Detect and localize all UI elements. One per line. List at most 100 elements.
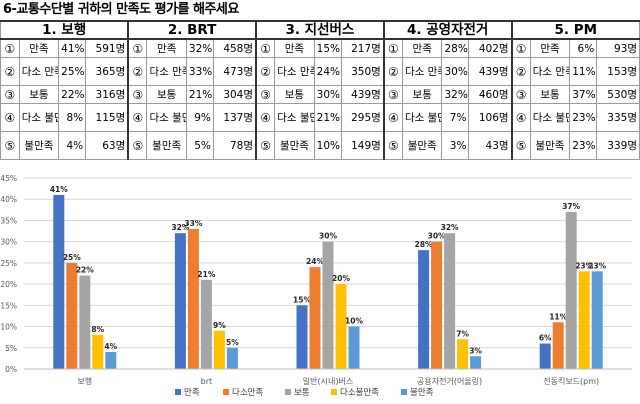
count-cell: 458명 [212,38,257,58]
data-label: 30% [428,232,446,241]
row-number: ① [0,38,20,58]
y-tick-label: 10% [0,323,17,332]
legend-label: 불만족 [410,387,434,398]
data-label: 7% [456,329,469,338]
bar [187,228,199,369]
percent-cell: 23% [569,103,598,132]
row-number: ④ [510,103,531,132]
rating-label: 만족 [146,38,187,58]
percent-cell: 28% [441,38,470,58]
bar [335,284,347,369]
row-number: ② [510,57,531,86]
table-header-row: 1. 보행 2. BRT 3. 지선버스 4. 공영자전거 5. PM [0,20,640,40]
y-tick-label: 20% [0,280,17,289]
count-cell: 217명 [340,38,385,58]
data-label: 21% [197,270,215,279]
row-number: ④ [255,103,276,132]
count-cell: 439명 [340,85,385,104]
percent-cell: 32% [441,85,470,104]
percent-cell: 41% [58,38,87,58]
percent-cell: 33% [185,57,214,86]
percent-cell: 23% [569,131,598,160]
rating-label: 다소 불만족 [401,103,443,132]
legend-swatch [223,389,229,395]
percent-cell: 22% [58,85,87,104]
rating-label: 다소 불만족 [274,103,315,132]
x-tick-label: 공용자전거(어울링) [417,376,482,386]
legend-swatch [331,389,337,395]
data-label: 22% [76,266,94,275]
group-header: 4. 공영자전거 [382,20,513,40]
bar [552,322,564,369]
count-cell: 106명 [468,103,513,132]
survey-table: 1. 보행 2. BRT 3. 지선버스 4. 공영자전거 5. PM ① 만족 41% 591… [0,20,640,160]
row-number: ① [255,38,276,58]
group-header: 3. 지선버스 [255,20,385,40]
bar [578,271,590,369]
percent-cell: 5% [185,131,214,160]
percent-cell: 30% [313,85,342,104]
rating-label: 보통 [274,85,315,104]
x-tick-label: brt [201,377,213,386]
x-tick-label: 전동킥보드(pm) [543,376,599,386]
data-label: 11% [549,312,567,321]
data-label: 9% [213,321,226,330]
percent-cell: 24% [313,57,342,86]
bar [431,241,443,369]
data-label: 10% [345,317,363,326]
data-label: 28% [415,240,433,249]
row-number: ③ [510,85,531,104]
rating-label: 다소 만족 [18,57,60,86]
count-cell: 63명 [85,131,129,160]
row-number: ③ [255,85,276,104]
rating-label: 보통 [401,85,443,104]
rating-label: 다소 만족 [146,57,187,86]
bar [418,250,430,369]
legend-label: 만족 [184,388,200,398]
row-number: ④ [127,103,148,132]
x-tick-label: 일반(시내)버스 [303,376,353,386]
count-cell: 402명 [468,38,513,58]
y-tick-label: 45% [0,174,17,183]
percent-cell: 15% [313,38,342,58]
row-number: ② [382,57,403,86]
bar [444,233,456,369]
y-tick-label: 30% [0,238,17,247]
data-label: 4% [104,342,117,351]
count-cell: 439명 [468,57,513,86]
percent-cell: 3% [441,131,470,160]
bar [348,326,360,369]
y-tick-label: 25% [0,259,17,268]
count-cell: 350명 [340,57,385,86]
rating-label: 불만족 [529,131,571,160]
chart-area: 0% 5% 10% 15% 20% 25% 30% 35% 40% 45% 41% 25% 22% 8% 4… [0,166,640,400]
count-cell: 153명 [596,57,640,86]
bar-chart: 0% 5% 10% 15% 20% 25% 30% 35% 40% 45% 41% 25% 22% 8%4… [0,174,632,398]
bar [92,335,104,369]
legend-swatch [175,389,181,395]
rating-label: 다소 만족 [529,57,571,86]
bar [53,194,65,369]
percent-cell: 8% [58,103,87,132]
data-label: 20% [332,274,350,283]
row-number: ④ [0,103,20,132]
data-label: 8% [91,325,104,334]
page-title: 6-교통수단별 귀하의 만족도 평가를 해주세요 [3,2,239,17]
rating-label: 불만족 [146,131,187,160]
percent-cell: 25% [58,57,87,86]
rating-label: 보통 [146,85,187,104]
bar [213,330,225,369]
count-cell: 335명 [596,103,640,132]
data-label: 15% [293,295,311,304]
data-label: 23% [575,261,593,270]
percent-cell: 7% [441,103,470,132]
bar [296,305,308,369]
bar [226,347,238,369]
data-label: 6% [539,334,552,343]
x-tick-label: 보행 [77,376,92,386]
data-label: 3% [469,346,482,355]
y-tick-label: 35% [0,216,17,225]
bar [309,267,321,369]
row-number: ⑤ [382,131,403,160]
